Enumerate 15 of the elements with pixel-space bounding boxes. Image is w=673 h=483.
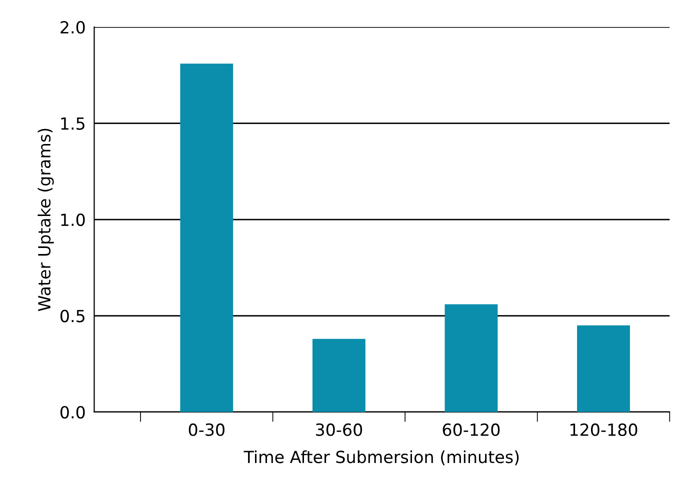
bar	[577, 325, 630, 412]
y-tick-label: 1.0	[61, 213, 85, 226]
x-tick-label: 0-30	[188, 423, 224, 436]
bar	[180, 64, 234, 412]
y-tick-label: 0.5	[60, 310, 84, 322]
x-tick-label: 60-120	[442, 423, 500, 436]
y-tick-label: 1.5	[61, 117, 84, 130]
bar	[312, 338, 366, 412]
x-axis-title: Time After Submersion (minutes)	[244, 450, 519, 466]
x-tick-label: 30-60	[316, 423, 362, 436]
y-axis-title: Water Uptake (grams)	[38, 128, 54, 312]
bar	[444, 304, 498, 412]
x-tick-label: 120-180	[570, 423, 638, 436]
y-tick-label: 2.0	[60, 21, 85, 34]
y-tick-label: 0.0	[60, 406, 85, 419]
